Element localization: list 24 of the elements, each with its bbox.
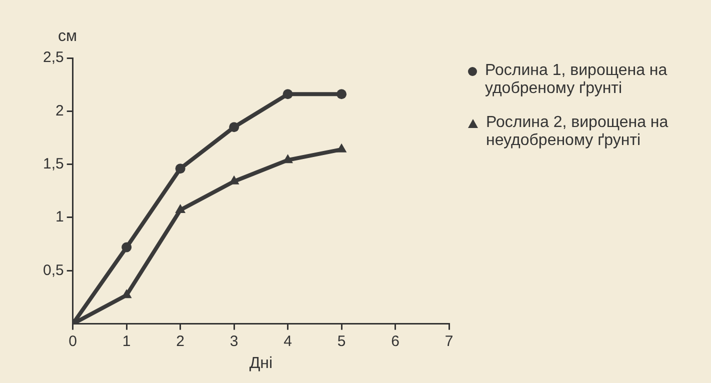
x-tick-label: 6 — [391, 332, 400, 350]
x-tick-label: 3 — [230, 332, 238, 350]
point — [282, 89, 293, 100]
y-tick-label: 0,5 — [42, 262, 64, 279]
x-tick-label: 0 — [68, 332, 78, 350]
x-tick-label: 1 — [122, 332, 131, 350]
x-tick-label: 2 — [176, 332, 184, 350]
point — [336, 89, 347, 100]
y-axis-title: см — [58, 28, 77, 46]
point — [229, 122, 240, 132]
x-axis-title: Дні — [249, 354, 273, 372]
x-tick-label: 7 — [444, 332, 454, 350]
y-tick-label: 1,5 — [42, 155, 64, 172]
legend-label: Рослина 1, вирощена на удобреному ґрунті — [485, 62, 668, 98]
x-tick-label: 4 — [284, 332, 292, 350]
point — [336, 143, 347, 152]
point — [122, 242, 132, 252]
y-tick-label: 2 — [56, 102, 64, 120]
y-tick-label: 1 — [56, 208, 64, 226]
x-tick-label: 5 — [337, 332, 346, 350]
point — [175, 164, 186, 174]
y-tick-label: 2,5 — [42, 49, 64, 66]
legend-label: Рослина 2, вирощена на неудобреному ґрунті — [486, 114, 670, 150]
point — [175, 204, 186, 214]
